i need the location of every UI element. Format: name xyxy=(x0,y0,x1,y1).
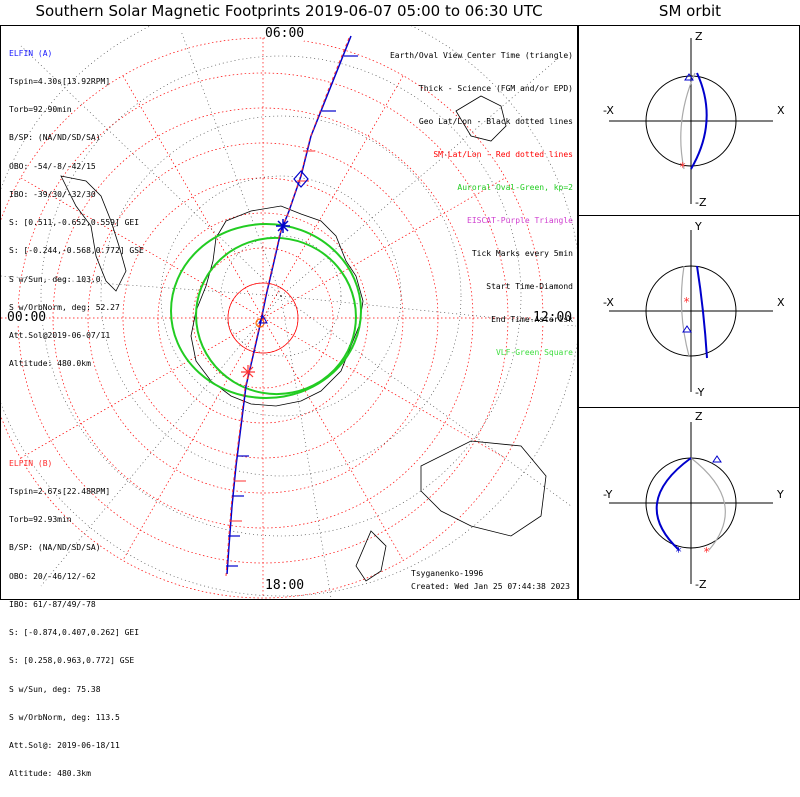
elfin-b-line: IBO: 61/-87/49/-78 xyxy=(9,599,96,609)
elfin-b-line: Torb=92.93min xyxy=(9,515,72,525)
legend-item: Earth/Oval View Center Time (triangle) xyxy=(389,51,573,60)
legend-item: Geo Lat/Lon - Black dotted lines xyxy=(418,117,573,126)
elfin-a-tick-marks xyxy=(226,55,358,567)
geo-latitude-circles xyxy=(1,26,577,597)
africa-coastline xyxy=(455,95,507,142)
orbit-plot-xy: * xyxy=(609,230,773,392)
legend: Earth/Oval View Center Time (triangle) T… xyxy=(390,28,573,380)
elfin-b-line: S: [-0.874,0.407,0.262] GEI xyxy=(9,628,140,638)
footprint-map xyxy=(1,26,577,599)
elfin-a-line: OBO: -54/-8/-42/15 xyxy=(9,161,96,171)
auroral-oval-inner xyxy=(195,236,357,396)
elfin-a-line: Torb=92.90min xyxy=(9,105,72,115)
elfin-a-line: Att.Sol@2019-06-07/11 xyxy=(9,331,111,340)
orbit-xy-label-bottom: -Y xyxy=(695,386,705,399)
orbit-title: SM orbit xyxy=(658,2,722,20)
orbit-xz-label-top: Z xyxy=(695,30,703,43)
elfin-b-line: B/SP: (NA/ND/SD/SA) xyxy=(9,543,101,553)
auroral-oval-outer xyxy=(170,223,362,399)
svg-text:*: * xyxy=(683,295,690,309)
elfin-b-line: S: [0.258,0.963,0.772] GSE xyxy=(9,656,135,666)
start-time-diamond xyxy=(293,170,309,188)
legend-item: EISCAT-Purple Triangle xyxy=(467,216,573,225)
elfin-b-line: OBO: 20/-46/12/-62 xyxy=(9,571,96,581)
orbit-plot-yz: * * xyxy=(609,422,773,584)
south-america-coastline xyxy=(60,175,127,292)
legend-item: Thick - Science (FGM and/or EPD) xyxy=(418,84,573,93)
orbit-yz-label-top: Z xyxy=(695,410,703,423)
elfin-a-line: S w/OrbNorm, deg: 52.27 xyxy=(9,302,120,312)
orbit-yz-label-left: -Y xyxy=(603,488,613,501)
legend-item: Auroral Oval-Green, kp=2 xyxy=(457,183,573,192)
legend-item: SM Lat/Lon - Red dotted lines xyxy=(433,150,573,159)
hour-label-bottom: 18:00 xyxy=(265,578,305,593)
elfin-b-tick-marks xyxy=(230,150,315,522)
elfin-a-end-asterisk xyxy=(276,219,290,233)
created-timestamp: Created: Wed Jan 25 07:44:38 2023 xyxy=(411,582,570,591)
elfin-b-line: Att.Sol@: 2019-06-18/11 xyxy=(9,741,120,750)
hour-label-left: 00:00 xyxy=(7,310,47,325)
hour-label-right: 12:00 xyxy=(533,310,573,325)
center-triangle xyxy=(258,314,268,324)
elfin-a-line: Altitude: 480.0km xyxy=(9,359,91,369)
svg-text:*: * xyxy=(675,545,682,559)
elfin-a-line: Tspin=4.30s[13.92RPM] xyxy=(9,77,111,87)
orbit-xz-label-left: -X xyxy=(603,104,614,117)
orbit-yz-label-right: Y xyxy=(777,488,784,501)
legend-item: VLF-Green Square xyxy=(495,348,573,357)
orbit-panel-yz: * * Z -Z -Y Y xyxy=(578,407,800,600)
elfin-a-line: S: [-0.244,-0.568,0.772] GSE xyxy=(9,246,144,256)
geo-longitude-lines xyxy=(1,30,577,599)
orbit-panel-xy: * Y -Y -X X xyxy=(578,215,800,408)
elfin-b-line: S w/Sun, deg: 75.38 xyxy=(9,684,101,694)
legend-item: Start Time-Diamond xyxy=(486,282,573,291)
elfin-a-track xyxy=(226,35,352,575)
orbit-plot-xz: * xyxy=(609,38,773,204)
new-zealand-coastline xyxy=(355,530,387,582)
orbit-xy-label-left: -X xyxy=(603,296,614,309)
hour-label-top: 06:00 xyxy=(265,26,305,41)
orbit-xy-label-right: X xyxy=(777,296,785,309)
elfin-b-line: S w/OrbNorm, deg: 113.5 xyxy=(9,712,120,722)
elfin-b-info: ELFIN (B) Tspin=2.67s[22.48RPM] Torb=92.… xyxy=(9,440,139,797)
elfin-a-header: ELFIN (A) xyxy=(9,48,53,58)
elfin-b-end-asterisk xyxy=(241,365,255,379)
elfin-a-line: S: [0.511,-0.652,0.559] GEI xyxy=(9,218,140,228)
svg-text:*: * xyxy=(679,160,686,174)
australia-coastline xyxy=(420,440,547,537)
footprint-map-panel: 06:00 00:00 12:00 18:00 ELFIN (A) Tspin=… xyxy=(0,25,578,778)
sm-pole-circle xyxy=(227,282,299,354)
elfin-a-line: S w/Sun, deg: 103.0 xyxy=(9,274,101,284)
elfin-b-line: Altitude: 480.3km xyxy=(9,769,91,779)
orbit-xz-label-right: X xyxy=(777,104,785,117)
elfin-a-line: IBO: -39/30/-32/30 xyxy=(9,189,96,199)
orbit-xy-label-top: Y xyxy=(695,220,702,233)
elfin-a-line: B/SP: (NA/ND/SD/SA) xyxy=(9,133,101,143)
elfin-a-info: ELFIN (A) Tspin=4.30s[13.92RPM] Torb=92.… xyxy=(9,30,144,387)
orbit-yz-label-bottom: -Z xyxy=(695,578,707,591)
legend-item: End Time-Asterisk xyxy=(491,315,573,324)
elfin-b-track xyxy=(225,37,350,577)
orbit-panel-xz: * Z -Z -X X xyxy=(578,25,800,216)
svg-text:*: * xyxy=(703,545,710,559)
legend-item: Tick Marks every 5min xyxy=(471,249,573,258)
orbit-xz-label-bottom: -Z xyxy=(695,196,707,209)
elfin-b-line: Tspin=2.67s[22.48RPM] xyxy=(9,487,111,497)
elfin-b-header: ELFIN (B) xyxy=(9,458,53,468)
model-credit: Tsyganenko-1996 xyxy=(411,569,484,578)
plot-title: Southern Solar Magnetic Footprints 2019-… xyxy=(35,2,543,20)
